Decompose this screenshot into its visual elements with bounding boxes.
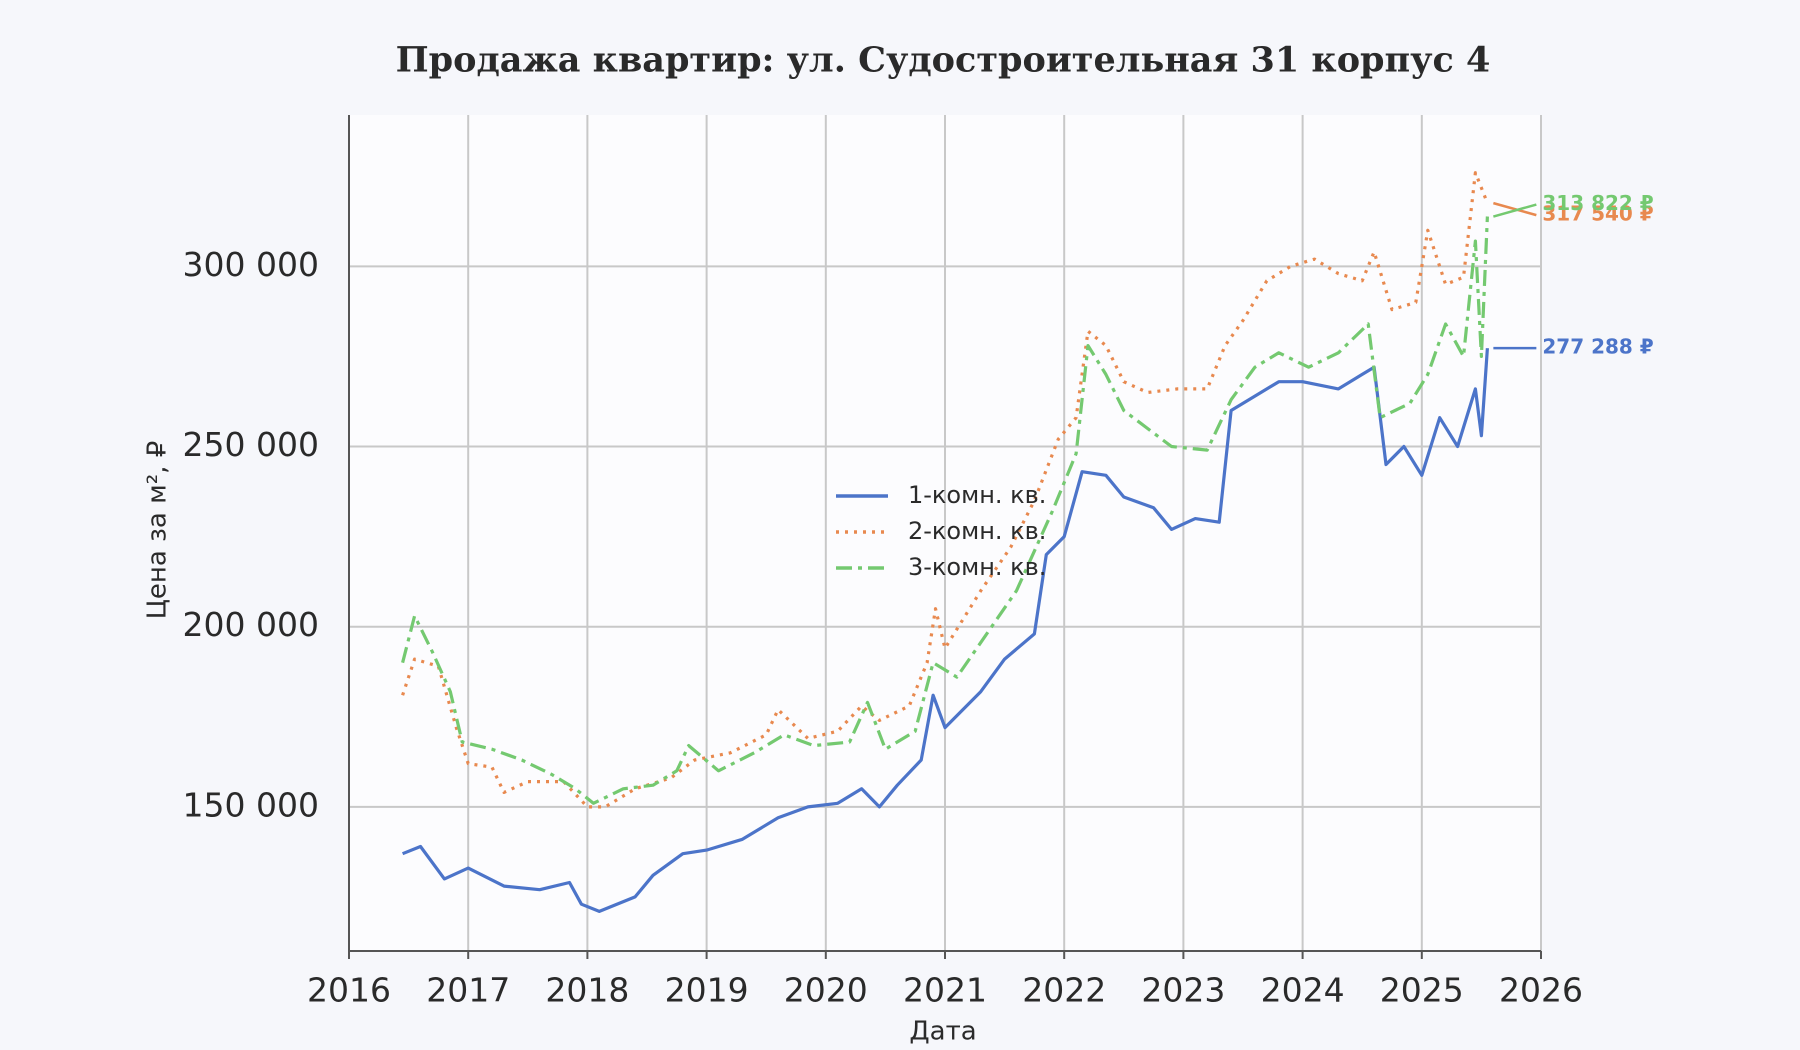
series-line xyxy=(401,171,1489,809)
x-tick-label: 2017 xyxy=(426,971,510,1010)
x-axis-label: Дата xyxy=(909,1017,976,1047)
x-tick-label: 2023 xyxy=(1141,971,1225,1010)
end-arrow xyxy=(1493,201,1537,217)
y-axis-label: Цена за м², ₽ xyxy=(143,441,173,620)
end-label: 317 540 ₽ xyxy=(1542,202,1653,226)
x-tick-label: 2016 xyxy=(307,971,391,1010)
x-tick-label: 2026 xyxy=(1499,971,1583,1010)
x-tick-label: 2020 xyxy=(784,971,868,1010)
x-tick-label: 2024 xyxy=(1261,971,1345,1010)
end-arrow xyxy=(1493,203,1537,218)
legend-label: 1-комн. кв. xyxy=(908,481,1046,509)
legend-label: 2-комн. кв. xyxy=(908,517,1046,545)
y-tick-label: 150 000 xyxy=(183,785,319,824)
x-tick-label: 2022 xyxy=(1022,971,1106,1010)
chart-title: Продажа квартир: ул. Судостроительная 31… xyxy=(396,40,1491,81)
end-label: 313 822 ₽ xyxy=(1542,191,1653,215)
y-tick-label: 250 000 xyxy=(183,425,319,464)
x-tick-label: 2018 xyxy=(545,971,629,1010)
legend-label: 3-комн. кв. xyxy=(908,553,1046,581)
x-tick-label: 2019 xyxy=(665,971,749,1010)
y-tick-label: 300 000 xyxy=(183,245,319,284)
y-tick-label: 200 000 xyxy=(183,605,319,644)
series-line xyxy=(402,348,1489,913)
x-tick-label: 2025 xyxy=(1380,971,1464,1010)
x-tick-label: 2021 xyxy=(903,971,987,1010)
end-label: 277 288 ₽ xyxy=(1542,335,1653,359)
series-line xyxy=(401,216,1489,805)
